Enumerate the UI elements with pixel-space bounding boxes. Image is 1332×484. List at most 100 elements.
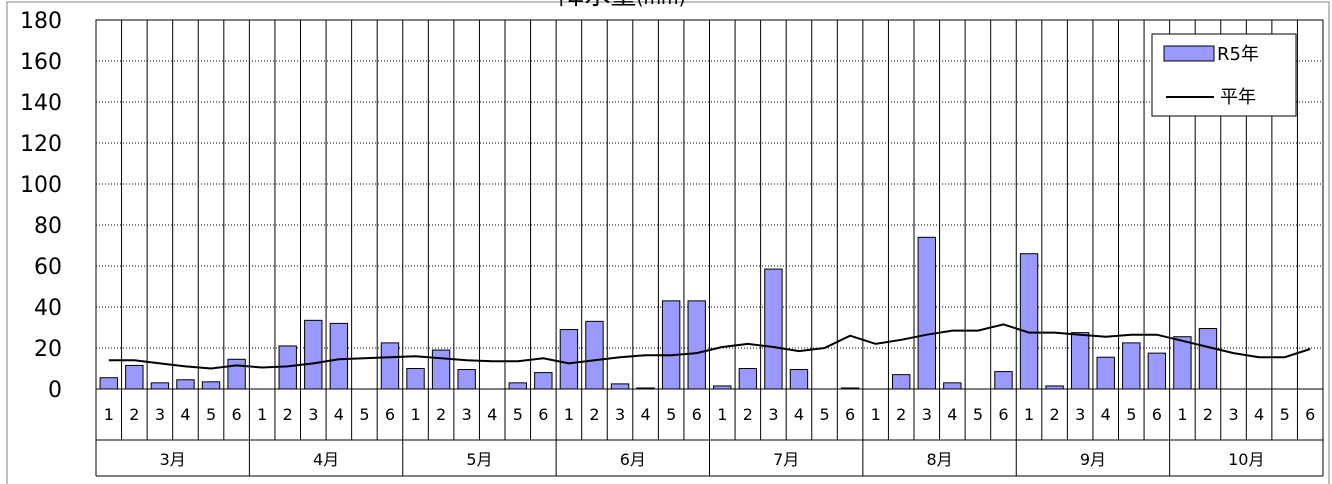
x-tick-label: 2 — [743, 405, 753, 424]
y-tick-label: 100 — [20, 173, 62, 198]
bar — [943, 382, 962, 390]
x-tick-label: 2 — [129, 405, 139, 424]
bar — [508, 382, 527, 390]
x-tick-label: 4 — [180, 405, 190, 424]
bar — [125, 364, 144, 390]
bar — [764, 268, 783, 390]
x-tick-label: 4 — [1101, 405, 1111, 424]
month-label: 6月 — [620, 450, 646, 469]
bars-layer — [99, 236, 1218, 390]
x-tick-label: 2 — [1203, 405, 1213, 424]
x-tick-label: 3 — [1075, 405, 1085, 424]
x-tick-label: 3 — [308, 405, 318, 424]
bar — [227, 358, 246, 390]
bar — [892, 374, 911, 390]
chart-title-unit: (mm) — [636, 0, 685, 9]
x-tick-label: 5 — [513, 405, 523, 424]
bar — [201, 381, 221, 390]
bar — [661, 300, 681, 390]
x-tick-label: 4 — [947, 405, 957, 424]
month-label: 7月 — [773, 450, 799, 469]
y-tick-label: 40 — [34, 296, 62, 321]
y-tick-label: 160 — [20, 50, 62, 75]
x-tick-label: 1 — [410, 405, 420, 424]
bar — [406, 368, 425, 390]
legend-bar-swatch — [1163, 45, 1215, 62]
x-tick-label: 2 — [436, 405, 446, 424]
y-tick-label: 180 — [20, 9, 62, 34]
x-tick-label: 4 — [1254, 405, 1264, 424]
bar — [789, 369, 809, 390]
x-tick-label: 4 — [334, 405, 344, 424]
x-tick-label: 6 — [692, 405, 702, 424]
x-tick-label: 5 — [1280, 405, 1290, 424]
x-tick-label: 1 — [717, 405, 727, 424]
x-tick-label: 1 — [564, 405, 574, 424]
x-tick-label: 1 — [257, 405, 267, 424]
month-label: 9月 — [1080, 450, 1106, 469]
x-tick-label: 1 — [871, 405, 881, 424]
bar — [380, 342, 400, 390]
x-tick-label: 6 — [1305, 405, 1315, 424]
bar — [994, 371, 1013, 390]
x-tick-label: 5 — [973, 405, 983, 424]
x-tick-label: 4 — [487, 405, 497, 424]
bar — [1147, 352, 1167, 390]
x-tick-label: 2 — [589, 405, 599, 424]
x-tick-label: 1 — [104, 405, 114, 424]
x-tick-label: 3 — [1228, 405, 1238, 424]
bar — [687, 300, 706, 390]
legend-line-label: 平年 — [1220, 87, 1256, 108]
x-tick-label: 2 — [896, 405, 906, 424]
x-tick-label: 4 — [641, 405, 651, 424]
x-tick-label: 1 — [1177, 405, 1187, 424]
bar — [1096, 356, 1115, 390]
y-tick-label: 0 — [48, 378, 62, 403]
x-tick-label: 2 — [283, 405, 293, 424]
y-tick-label: 20 — [34, 337, 62, 362]
x-tick-label: 6 — [232, 405, 242, 424]
line-layer — [108, 323, 1311, 370]
x-tick-label: 3 — [615, 405, 625, 424]
x-tick-label: 4 — [794, 405, 804, 424]
bar — [585, 320, 604, 390]
x-tick-label: 6 — [998, 405, 1008, 424]
bar — [1198, 328, 1218, 390]
x-tick-label: 6 — [538, 405, 548, 424]
bar — [431, 349, 451, 390]
x-tick-label: 5 — [819, 405, 829, 424]
month-label: 4月 — [313, 450, 339, 469]
bar — [304, 319, 323, 390]
grid-layer — [96, 19, 1323, 389]
x-tick-label: 6 — [845, 405, 855, 424]
x-tick-label: 3 — [462, 405, 472, 424]
y-tick-label: 80 — [34, 214, 62, 239]
x-tick-label: 3 — [155, 405, 165, 424]
bar — [738, 368, 758, 390]
bar — [1070, 332, 1090, 390]
bar — [99, 377, 118, 390]
normal-year-line — [108, 323, 1311, 370]
bar — [176, 379, 195, 390]
bar — [329, 322, 349, 390]
x-tick-label: 6 — [385, 405, 395, 424]
bar — [1173, 336, 1192, 390]
x-tick-label: 5 — [1126, 405, 1136, 424]
month-label: 5月 — [466, 450, 492, 469]
month-label: 3月 — [160, 450, 186, 469]
bar — [534, 372, 553, 390]
month-label: 8月 — [926, 450, 952, 469]
legend-bar-label: R5年 — [1217, 44, 1259, 65]
x-tick-label: 5 — [206, 405, 216, 424]
x-tick-label: 3 — [768, 405, 778, 424]
y-tick-label: 140 — [20, 91, 62, 116]
legend: R5年 平年 — [1151, 33, 1297, 117]
bar — [610, 383, 630, 390]
bar — [457, 369, 476, 390]
x-tick-label: 5 — [359, 405, 369, 424]
chart-title: 降水量(mm) — [558, 0, 685, 11]
x-tick-label: 6 — [1152, 405, 1162, 424]
